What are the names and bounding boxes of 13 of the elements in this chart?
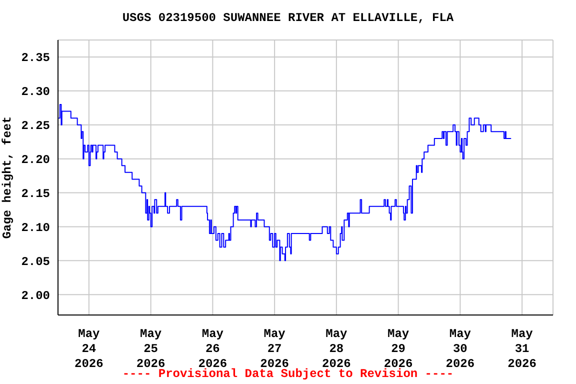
chart-title: USGS 02319500 SUWANNEE RIVER AT ELLAVILLE, FLA — [121, 11, 455, 25]
x-tick-label: May 24 2026 — [74, 327, 104, 371]
y-tick-label: 2.15 — [21, 187, 50, 202]
y-axis-title: Gage height, feet — [0, 116, 14, 239]
y-tick-label: 2.00 — [21, 288, 50, 303]
y-tick-label: 2.25 — [21, 119, 50, 134]
x-tick-label: May 30 2026 — [446, 327, 475, 371]
y-tick-label: 2.10 — [21, 220, 50, 235]
x-tick-label: May 31 2026 — [508, 327, 536, 371]
y-tick-label: 2.05 — [21, 254, 50, 269]
y-tick-label: 2.20 — [21, 153, 50, 168]
y-tick-label: 2.30 — [21, 85, 50, 100]
y-tick-label: 2.35 — [21, 51, 50, 66]
